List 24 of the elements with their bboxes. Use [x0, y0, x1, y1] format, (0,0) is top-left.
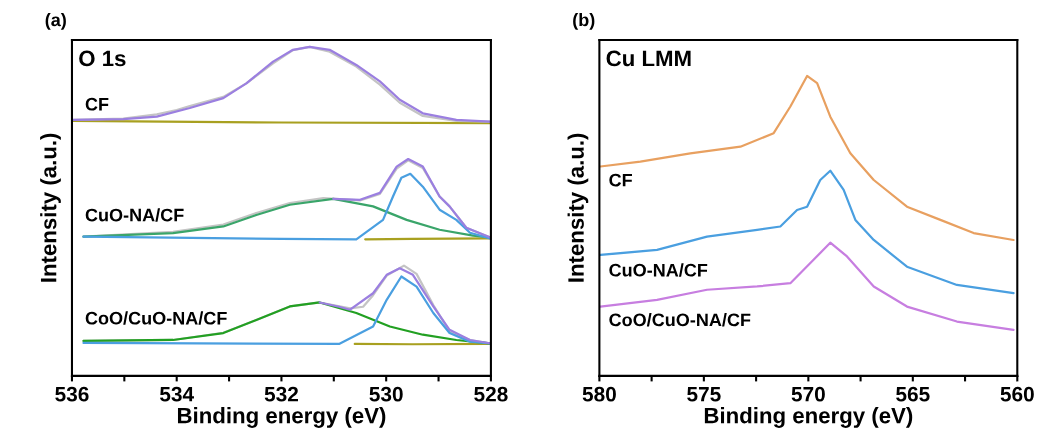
x-axis-title: Binding energy (eV)	[704, 407, 913, 428]
annotation: CuO-NA/CF	[85, 208, 184, 222]
y-axis-title: Intensity (a.u.)	[567, 133, 589, 282]
x-tick-label: 570	[791, 386, 825, 402]
y-axis-title: Intensity (a.u.)	[40, 133, 61, 282]
annotation: CuO-NA/CF	[609, 263, 708, 277]
x-tick-label: 534	[159, 386, 194, 402]
x-tick-label: 580	[582, 386, 616, 402]
x-tick-label: 530	[369, 386, 403, 402]
x-tick-label: 536	[55, 386, 89, 402]
annotation: CoO/CuO-NA/CF	[609, 313, 751, 327]
x-axis-title: Binding energy (eV)	[177, 407, 386, 428]
annotation: O 1s	[79, 50, 126, 67]
chart-title: (a)	[45, 13, 66, 30]
text: Cu LMM	[606, 50, 691, 67]
x-tick-label: 560	[1000, 386, 1034, 402]
x-tick-label: 565	[896, 386, 930, 402]
annotation: CoO/CuO-NA/CF	[85, 311, 227, 325]
x-tick-label: 528	[474, 386, 508, 402]
x-tick-label: 575	[687, 387, 721, 402]
chart-title: (b)	[573, 13, 595, 30]
x-tick-label: 532	[264, 386, 298, 402]
annotation: CF	[85, 97, 109, 111]
annotation: CF	[609, 173, 632, 187]
